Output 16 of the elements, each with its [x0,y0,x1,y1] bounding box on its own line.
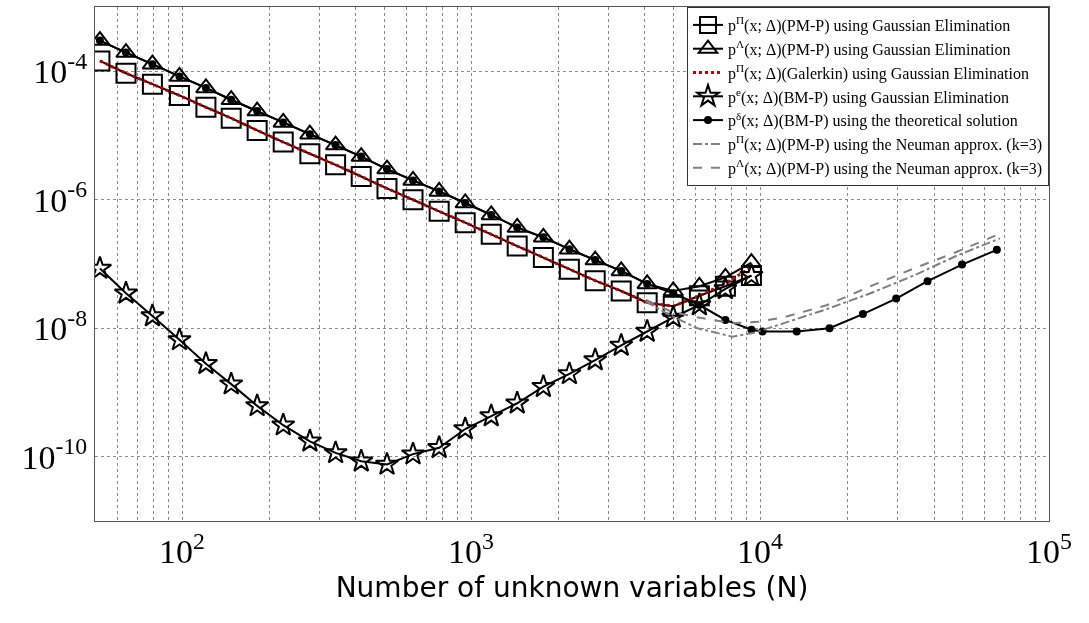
x-tick-label: 10$^{4}$ [737,527,784,570]
legend-label: p$^{e}$(x; Δ)(BM-P) using Gaussian Elimination [728,85,1010,107]
x-tick-label: 10$^{5}$ [1026,527,1072,570]
y-tick-label: 10$^{-4}$ [33,47,88,91]
legend-label: p$^{Λ}$(x; Δ)(PM-P) using the Neuman approx. (k=3) [728,157,1043,178]
legend-label: p$^{Π}$(x; Δ)(Galerkin) using Gaussian Elimination [728,62,1029,83]
y-tick-label: 10$^{-6}$ [33,176,88,219]
x-tick-label: 10$^{2}$ [159,527,205,570]
legend-label: p$^{Π}$(x; Δ)(PM-P) using the Neuman approx. (k=3) [728,133,1043,155]
legend-label: p$^{Λ}$(x; Δ)(PM-P) using Gaussian Elimination [728,38,1011,59]
y-tick-label: 10$^{-8}$ [33,304,88,348]
x-axis-title: Number of unknown variables (N) [335,570,809,604]
y-tick-label: 10$^{-10}$ [21,433,88,476]
legend-label: p$^{δ}$(x; Δ)(BM-P) using the theoretical solution [728,109,1018,131]
legend-label: p$^{Π}$(x; Δ)(PM-P) using Gaussian Elimination [728,14,1011,36]
x-tick-label: 10$^{3}$ [448,527,494,570]
